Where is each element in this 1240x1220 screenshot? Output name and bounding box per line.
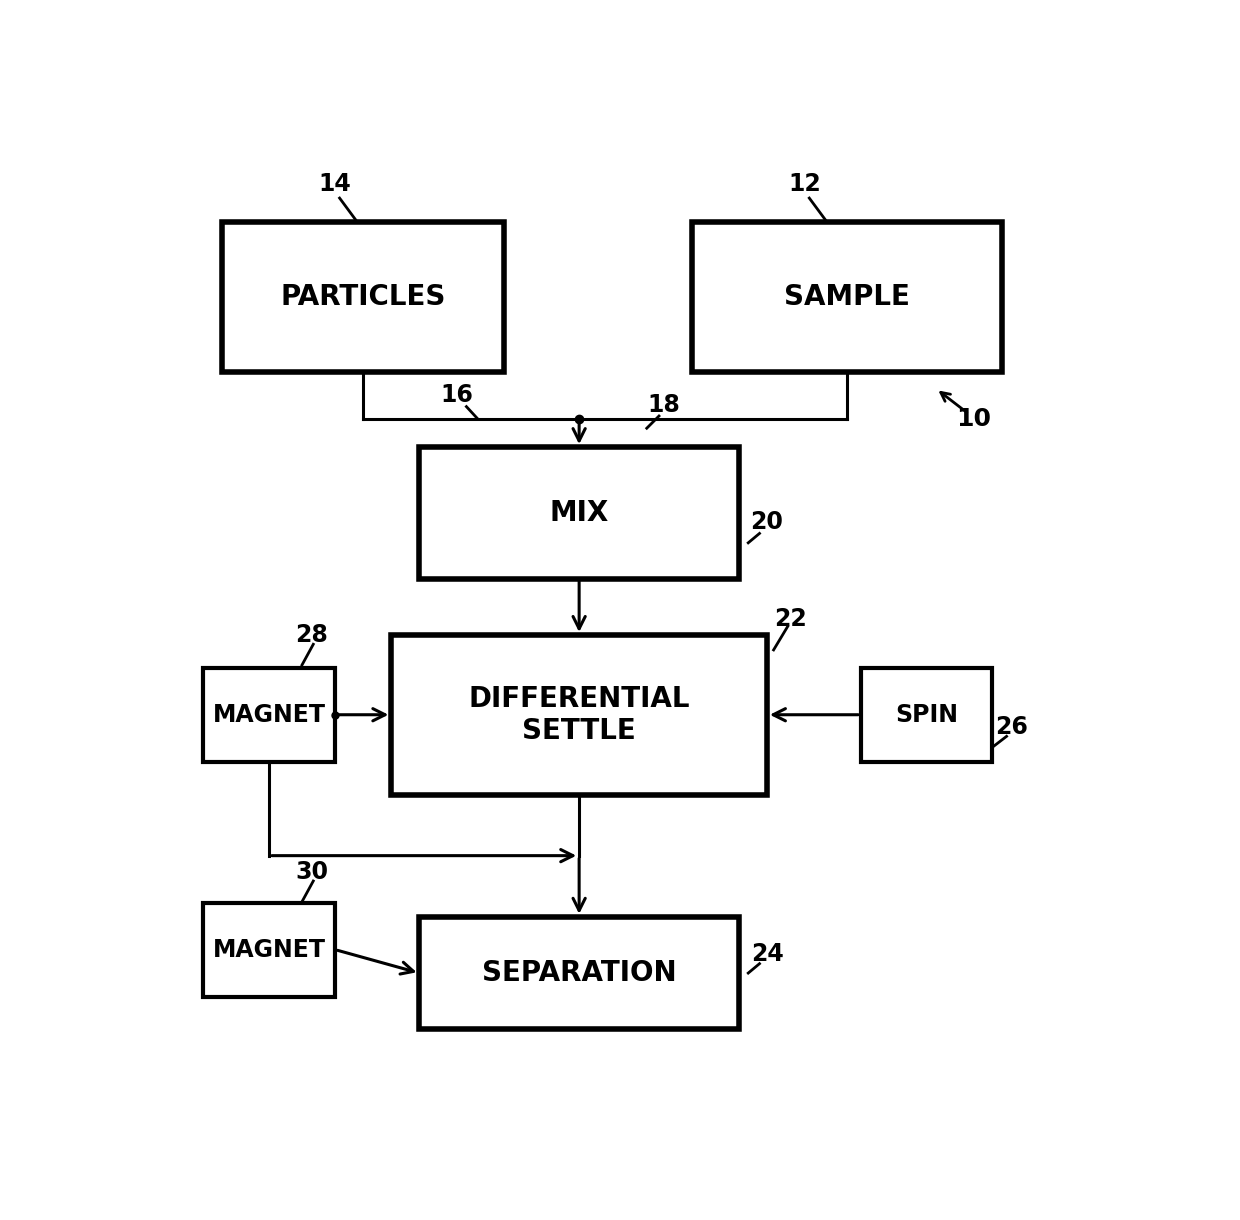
Text: 22: 22 [774, 606, 807, 631]
Text: 26: 26 [994, 715, 1028, 739]
Bar [692, 222, 1002, 372]
Bar [419, 916, 739, 1030]
Text: PARTICLES: PARTICLES [280, 283, 445, 311]
Bar [392, 634, 768, 794]
Text: 20: 20 [750, 510, 784, 534]
Text: 30: 30 [295, 860, 327, 883]
Text: DIFFERENTIAL
SETTLE: DIFFERENTIAL SETTLE [469, 684, 689, 745]
Text: MAGNET: MAGNET [212, 703, 326, 727]
Text: SAMPLE: SAMPLE [784, 283, 910, 311]
Text: MAGNET: MAGNET [212, 938, 326, 961]
Text: 10: 10 [956, 406, 991, 431]
Bar [419, 447, 739, 578]
Text: SEPARATION: SEPARATION [482, 959, 677, 987]
Text: 12: 12 [789, 172, 821, 196]
Text: 14: 14 [319, 172, 351, 196]
Text: MIX: MIX [549, 499, 609, 527]
Text: 16: 16 [440, 383, 474, 407]
Bar [861, 667, 992, 761]
Text: 28: 28 [295, 623, 327, 647]
Text: 18: 18 [647, 393, 680, 417]
Bar [203, 667, 335, 761]
Bar [222, 222, 503, 372]
Bar [203, 903, 335, 997]
Text: SPIN: SPIN [895, 703, 959, 727]
Text: 24: 24 [750, 942, 784, 966]
